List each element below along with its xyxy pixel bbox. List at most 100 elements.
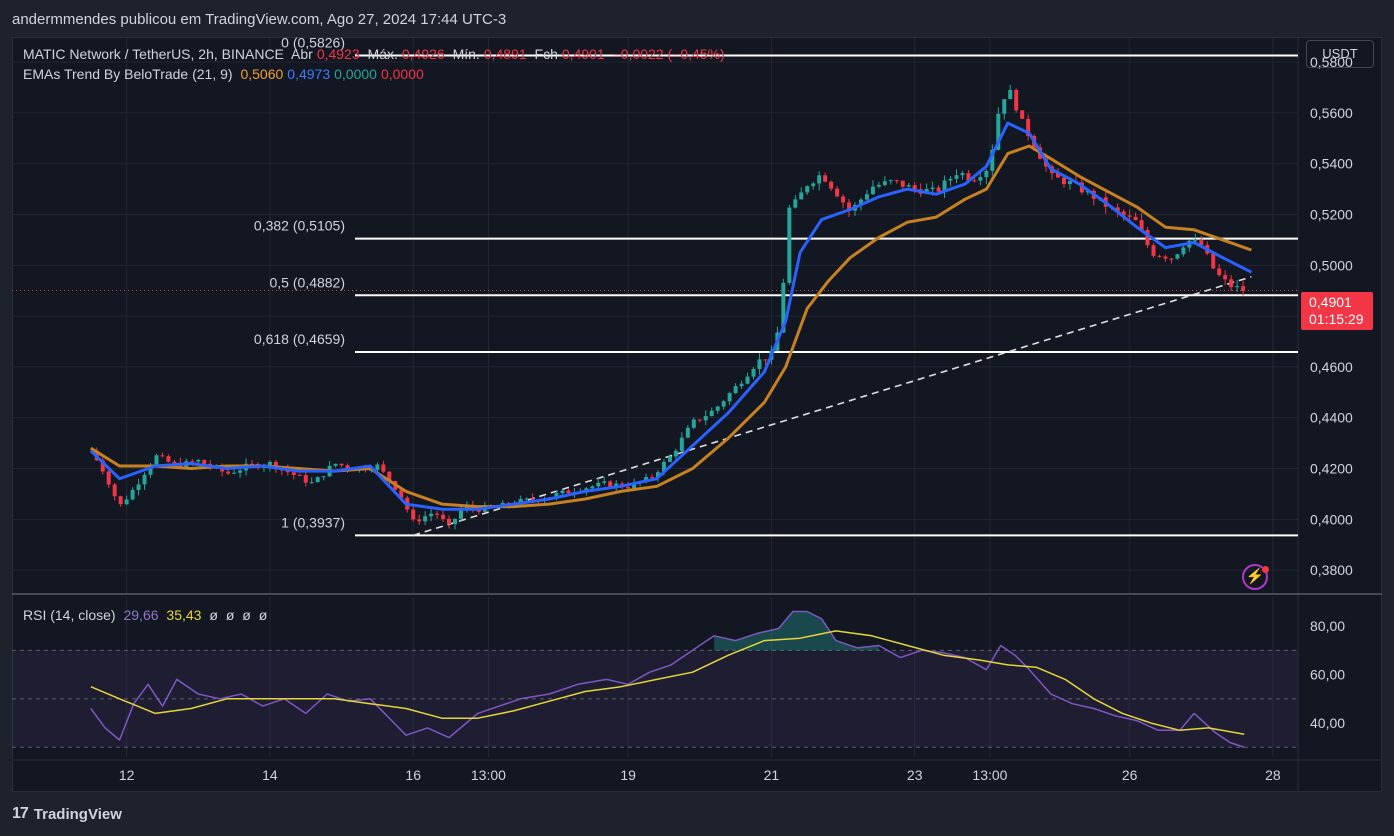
candle [1235,286,1240,288]
rsi-tick-label: 40,00 [1310,715,1345,731]
candle [930,187,935,189]
candle [703,416,708,421]
candle [978,177,983,181]
candle [650,477,655,479]
fib-label: 1 (0,3937) [281,514,345,530]
tradingview-logo-icon: 17 [12,805,29,822]
fib-label: 0 (0,5826) [281,35,345,51]
candle [787,207,792,283]
candle [339,463,344,466]
candle [160,455,165,457]
candle [685,427,690,438]
price-tick-label: 0,5000 [1310,257,1353,273]
last-price-tag: 0,4901 01:15:29 [1301,292,1373,330]
time-tick-label: 16 [405,767,421,783]
candle [847,202,852,211]
candle [345,465,350,469]
candle [387,471,392,481]
currency-button[interactable]: USDT [1306,40,1374,68]
candle [799,192,804,200]
candle [560,490,565,494]
rsi-tick-label: 80,00 [1310,618,1345,634]
time-tick-label: 21 [764,767,780,783]
footer-brand[interactable]: 17 TradingView [12,805,122,823]
candle [238,470,243,473]
rsi-ma-value: 35,43 [166,607,202,623]
candle [441,514,446,519]
candle [166,456,171,462]
rsi-name: RSI (14, close) [23,607,116,623]
ema-up-value: 0,0000 [334,66,377,82]
rsi-ma-line [90,630,1245,735]
candle [632,482,637,489]
open-value: 0,4923 [316,46,360,62]
candle [297,474,302,476]
candle [709,410,714,417]
candle [1223,275,1228,280]
close-value: 0,4901 [561,46,605,62]
candle [417,519,422,522]
candle [435,513,440,515]
price-tick-label: 0,5800 [1310,54,1353,70]
candle [142,474,147,485]
candle [715,406,720,411]
notification-dot-icon [1262,566,1269,573]
candle [596,482,601,487]
candle [655,472,660,478]
candle [894,180,899,182]
candle [423,516,428,522]
candle [906,185,911,187]
ema21-line [90,144,1252,509]
rsi-legend: RSI (14, close) 29,66 35,43 ø ø ø ø [23,607,271,623]
candle [888,180,893,182]
candle [196,459,201,462]
candle [429,513,434,517]
last-price-value: 0,4901 [1309,294,1352,310]
candle [232,472,237,474]
candle [190,461,195,463]
candle [1133,216,1138,221]
candle [739,383,744,387]
candle [375,464,380,470]
open-label: Abr [291,46,313,62]
candle [900,180,905,187]
candle [644,477,649,482]
candle [291,472,296,475]
candle [1055,173,1060,178]
candle [148,465,153,475]
candle [1175,254,1180,259]
time-tick-label: 26 [1122,767,1138,783]
candle [757,359,762,369]
candles-group [94,84,1246,530]
candle [1002,99,1007,114]
rsi-empty-2: ø [225,607,235,623]
candle [226,471,231,474]
candle [1157,255,1162,257]
time-tick-label: 13:00 [972,767,1007,783]
candle [781,282,786,333]
candle [912,185,917,190]
candle [1199,240,1204,246]
candle [1014,89,1019,111]
candle [1067,181,1072,185]
brand-name: TradingView [33,805,122,823]
candle [667,456,672,462]
high-value: 0,4926 [401,46,445,62]
candle [954,175,959,179]
rsi-empty-3: ø [242,607,251,623]
candle [130,489,135,500]
candle [608,481,613,487]
price-tick-label: 0,4200 [1310,461,1353,477]
candle [530,498,535,500]
candle [1241,286,1246,291]
candle [936,187,941,192]
candle [942,180,947,192]
candle [745,376,750,384]
candle [399,489,404,498]
candle [990,149,995,171]
ema9-value: 0,4973 [287,66,331,82]
bolt-icon[interactable]: ⚡ [1242,564,1268,590]
rsi-line [90,610,1245,749]
price-tick-label: 0,3800 [1310,562,1353,578]
